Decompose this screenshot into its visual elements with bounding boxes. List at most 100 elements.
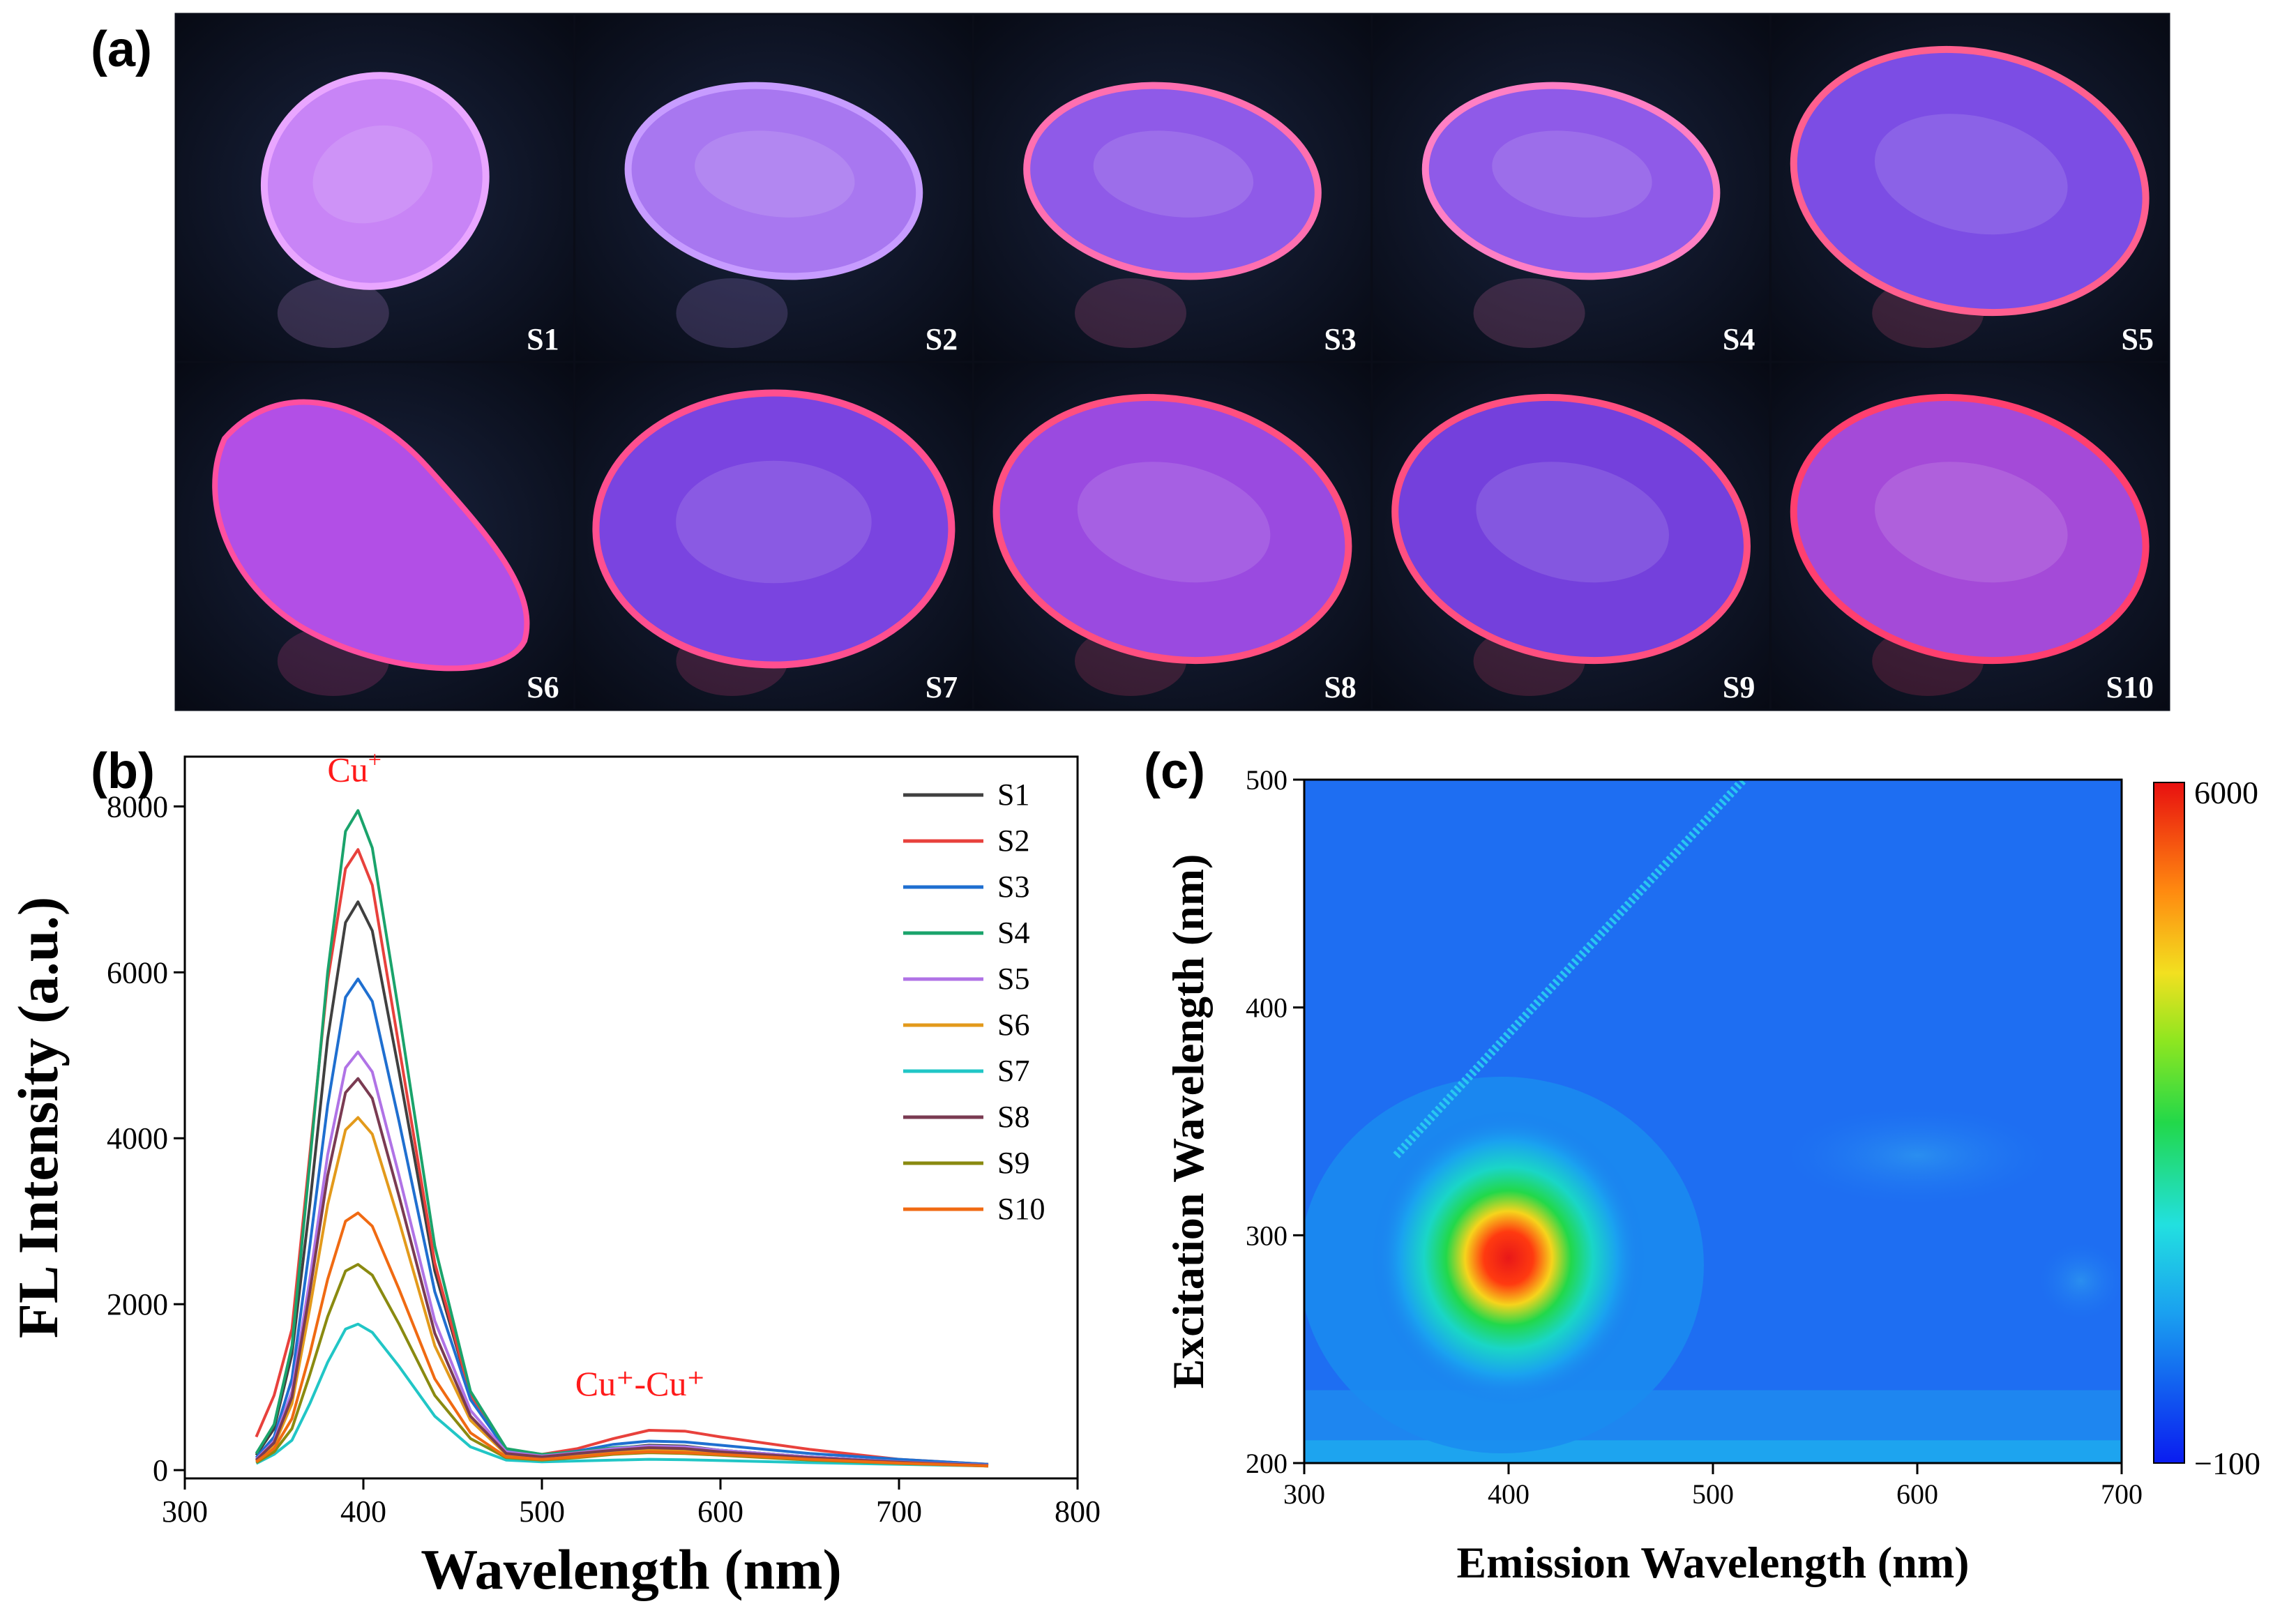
series-line-s3 (255, 977, 989, 1466)
sample-label: S1 (527, 322, 559, 356)
heatmap-scatter-line (1393, 780, 1747, 1159)
x-axis-title: Wavelength (nm) (421, 1538, 842, 1601)
sample-photo-s10: S10 (1769, 361, 2170, 711)
gem-facet (695, 130, 855, 218)
sample-label: S3 (1324, 322, 1356, 356)
legend-label-s2: S2 (997, 824, 1029, 858)
gemstone (592, 389, 956, 669)
legend-label-s3: S3 (997, 870, 1029, 904)
colorbar-max-label: 6000 (2194, 775, 2258, 810)
y-axis-title: FL Intensity (a.u.) (6, 897, 70, 1338)
x-tick-label: 700 (876, 1494, 922, 1529)
x-tick-label: 500 (1692, 1478, 1734, 1510)
gem-facet (312, 125, 433, 224)
legend-label-s6: S6 (997, 1008, 1029, 1042)
gemstone (1790, 393, 2150, 665)
sample-photo-s2: S2 (573, 13, 974, 363)
fl-spectrum-chart: 300 400 500 600 700 80002000400060008000Wavel… (6, 748, 1101, 1601)
sample-label: S9 (1723, 670, 1755, 704)
gem-facet (1875, 114, 2068, 235)
x-tick-label: 600 (697, 1494, 743, 1529)
x-tick-label: 700 (2101, 1478, 2143, 1510)
legend-label-s10: S10 (997, 1192, 1045, 1226)
gemstone-photo-grid: S1 S2 S3 S4 S5 S6 S7 S8 S9 S10 (174, 13, 2170, 711)
gemstone (992, 393, 1352, 665)
x-tick-label: 300 (162, 1494, 208, 1529)
sample-photo-s5: S5 (1769, 13, 2170, 363)
gem-facet (1492, 130, 1652, 218)
x-tick-label: 400 (1488, 1478, 1530, 1510)
sample-photo-s3: S3 (972, 13, 1373, 363)
legend-label-s9: S9 (997, 1146, 1029, 1180)
y-axis-title: Excitation Wavelength (nm) (1163, 854, 1213, 1389)
legend-label-s8: S8 (997, 1100, 1029, 1134)
sample-label: S7 (926, 670, 958, 704)
x-tick-label: 800 (1055, 1494, 1101, 1529)
gem-facet (1476, 462, 1669, 583)
sample-photo-s1: S1 (174, 13, 576, 363)
gem-reflection (1075, 278, 1186, 348)
gem-reflection (1473, 278, 1585, 348)
series-line-s5 (255, 1050, 989, 1467)
y-tick-label: 2000 (107, 1287, 168, 1322)
y-tick-label: 0 (153, 1453, 168, 1487)
y-tick-label: 500 (1246, 764, 1287, 796)
heatmap-side-peak (1785, 1107, 2050, 1204)
panel-c-label: (c) (1144, 743, 1205, 799)
gemstone (1023, 82, 1322, 280)
colorbar (2153, 782, 2185, 1464)
x-axis-title: Emission Wavelength (nm) (1457, 1538, 1970, 1587)
series-line-s10 (255, 1211, 989, 1468)
heatmap-field (1304, 780, 2122, 1463)
legend-label-s7: S7 (997, 1054, 1029, 1088)
panel-b-label: (b) (91, 743, 155, 799)
x-tick-label: 600 (1896, 1478, 1938, 1510)
annotation-cu-pair: Cu⁺-Cu⁺ (575, 1364, 705, 1403)
sample-photo-s4: S4 (1370, 13, 1772, 363)
sample-label: S8 (1324, 670, 1356, 704)
gemstone (1421, 82, 1721, 280)
heatmap-bottom-band (1304, 1440, 2122, 1463)
sample-label: S5 (2122, 322, 2154, 356)
sample-label: S4 (1723, 322, 1755, 356)
y-tick-label: 6000 (107, 955, 168, 990)
x-tick-label: 300 (1283, 1478, 1325, 1510)
gem-facet (676, 460, 872, 584)
y-tick-label: 200 (1246, 1448, 1287, 1479)
sample-label: S6 (527, 670, 559, 704)
sample-photo-s8: S8 (972, 361, 1373, 711)
legend-label-s1: S1 (997, 778, 1029, 812)
heatmap-main-peak (1373, 1112, 1645, 1404)
sample-photo-s9: S9 (1370, 361, 1772, 711)
series-line-s8 (255, 1077, 989, 1467)
gem-facet (1077, 462, 1271, 583)
x-tick-label: 400 (340, 1494, 386, 1529)
gem-facet (1875, 462, 2068, 583)
sample-photo-s6: S6 (174, 361, 576, 711)
gemstone (1391, 393, 1751, 665)
legend-label-s5: S5 (997, 962, 1029, 996)
annotation-cu-plus: Cu+ (327, 748, 382, 789)
series-line-s7 (255, 1322, 989, 1468)
gemstone (624, 82, 923, 280)
gem-reflection (277, 278, 389, 348)
gemstone (1790, 45, 2150, 317)
gem-reflection (676, 278, 788, 348)
sample-photo-s7: S7 (573, 361, 974, 711)
heatmap-side-peak (2039, 1242, 2122, 1319)
y-tick-label: 8000 (107, 789, 168, 824)
y-tick-label: 300 (1246, 1220, 1287, 1251)
legend-label-s4: S4 (997, 916, 1029, 950)
gemstone (212, 399, 530, 672)
x-tick-label: 500 (519, 1494, 565, 1529)
sample-label: S10 (2106, 670, 2154, 704)
colorbar-min-label: −100 (2194, 1446, 2260, 1481)
gem-facet (1093, 130, 1254, 218)
sample-label: S2 (926, 322, 958, 356)
panel-a-label: (a) (91, 22, 152, 77)
gemstone (260, 72, 490, 290)
y-tick-label: 400 (1246, 992, 1287, 1024)
y-tick-label: 4000 (107, 1121, 168, 1156)
